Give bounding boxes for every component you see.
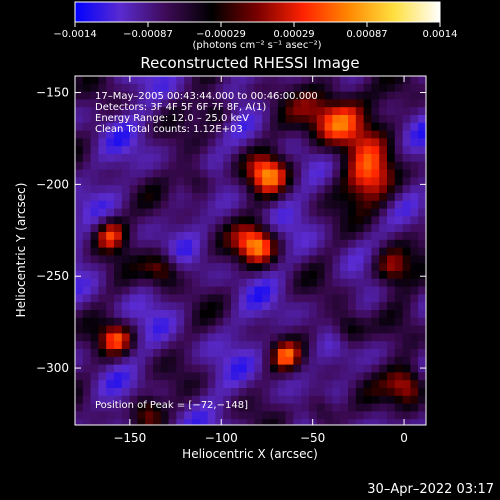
y-tick-label: −150 [36,86,69,100]
colorbar-ticks: −0.0014 −0.00087 −0.00029 0.00029 0.00087 0.0… [53,22,458,40]
timestamp: 30–Apr–2022 03:17 [367,482,494,497]
plot-title: Reconstructed RHESSI Image [140,54,359,72]
annotation-peak: Position of Peak = [−72,−148] [95,400,248,411]
colorbar-tick-label: 0.00087 [346,29,387,40]
y-tick-label: −300 [36,361,69,375]
plot-frame [74,75,427,426]
x-tick-label: 0 [400,431,408,445]
x-tick-label: −50 [300,431,325,445]
y-axis-label: Heliocentric Y (arcsec) [14,183,28,318]
x-tick-label: −150 [113,431,146,445]
annotation-time: 17–May–2005 00:43:44.000 to 00:46:00.000 [95,91,318,102]
colorbar-tick-label: 0.00029 [273,29,314,40]
colorbar-tick-label: 0.0014 [423,29,458,40]
annotation-detectors: Detectors: 3F 4F 5F 6F 7F 8F, A(1) [95,102,266,113]
x-axis-ticks: −150 −100 −50 0 [113,76,408,445]
colorbar-tick-label: −0.0014 [53,29,96,40]
colorbar-unit: (photons cm⁻² s⁻¹ asec⁻²) [192,40,321,51]
annotation-clean: Clean Total counts: 1.12E+03 [95,124,243,135]
y-tick-label: −250 [36,269,69,283]
colorbar [74,1,441,23]
colorbar-tick-label: −0.00087 [123,29,173,40]
annotation-energy: Energy Range: 12.0 – 25.0 keV [95,113,249,124]
x-axis-label: Heliocentric X (arcsec) [182,447,318,461]
y-tick-label: −200 [36,177,69,191]
solar-image [75,76,426,425]
x-tick-label: −100 [205,431,238,445]
y-axis-ticks: −150 −200 −250 −300 [36,86,426,375]
colorbar-tick-label: −0.00029 [196,29,246,40]
